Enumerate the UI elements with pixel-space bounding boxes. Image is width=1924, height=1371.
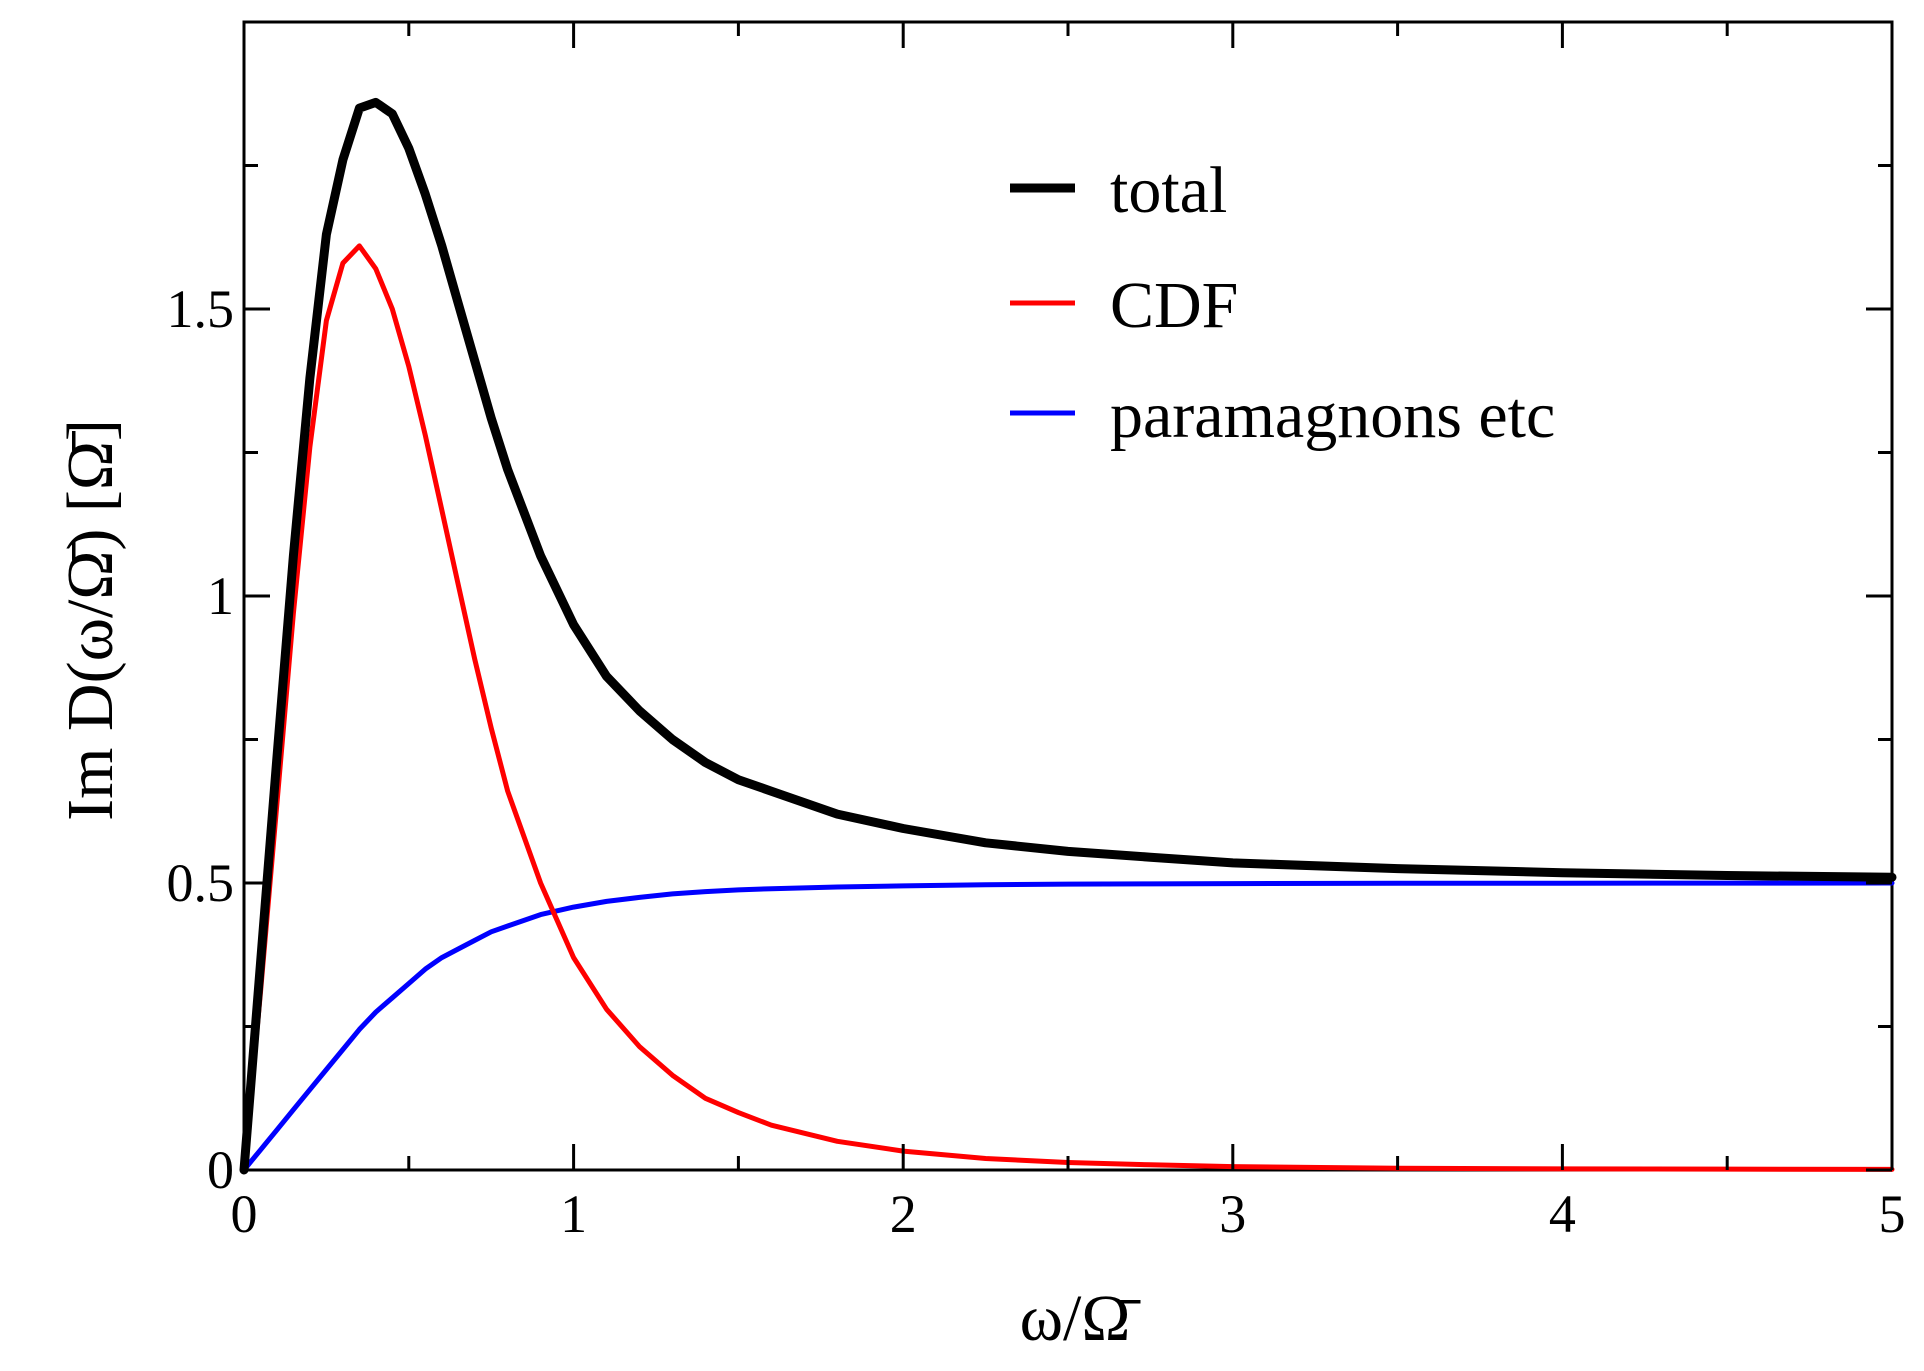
x-tick-label: 1 — [560, 1184, 587, 1244]
series-line-total — [239, 97, 1897, 1175]
x-tick-label: 5 — [1879, 1184, 1906, 1244]
y-axis-title: Im D(ω/Ω̄) [Ω̄] — [54, 419, 127, 821]
series-group — [239, 97, 1897, 1175]
legend-label: total — [1110, 154, 1227, 227]
y-tick-label: 1.5 — [167, 279, 235, 339]
legend: total CDF paramagnons etc — [1010, 154, 1555, 452]
y-tick-label: 0 — [207, 1140, 234, 1200]
plot-frame — [242, 20, 1894, 1172]
legend-label: CDF — [1110, 269, 1238, 342]
y-tick-label: 1 — [207, 566, 234, 626]
x-tick-label: 4 — [1549, 1184, 1576, 1244]
series-line-paramagnons-etc — [241, 880, 1895, 1173]
x-tick-label: 0 — [231, 1184, 258, 1244]
tick-group: 0 1 2 3 4 5 0 0.5 1 1.5 — [167, 22, 1906, 1244]
y-tick-label: 0.5 — [167, 853, 235, 913]
x-axis-title: ω/Ω̄ — [1020, 1282, 1142, 1355]
x-tick-label: 2 — [890, 1184, 917, 1244]
plot-area — [242, 20, 1894, 1172]
legend-label: paramagnons etc — [1110, 379, 1555, 452]
series-line-cdf — [241, 243, 1895, 1173]
x-tick-label: 3 — [1219, 1184, 1246, 1244]
